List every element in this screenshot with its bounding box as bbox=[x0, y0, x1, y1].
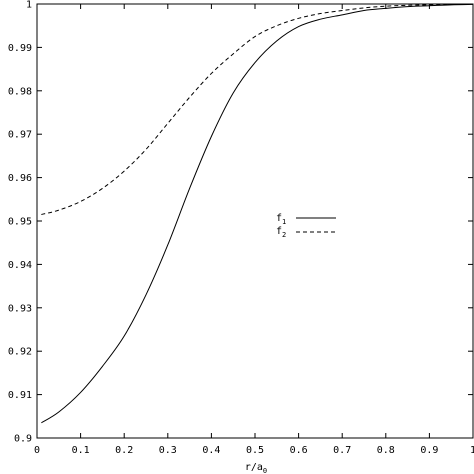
legend-label-f1-base: f bbox=[276, 213, 282, 224]
legend-label-f2-base: f bbox=[276, 226, 282, 237]
series-line-f2 bbox=[41, 3, 474, 215]
x-tick-label: 0 bbox=[34, 445, 40, 456]
series-line-f1 bbox=[41, 3, 474, 424]
series-layer bbox=[41, 3, 474, 424]
x-axis-label-base: r/a bbox=[245, 462, 263, 473]
y-tick-label: 0.97 bbox=[8, 130, 32, 141]
y-tick-label: 0.93 bbox=[8, 303, 32, 314]
y-tick-label: 0.99 bbox=[8, 43, 32, 54]
x-tick-label: 0.5 bbox=[246, 445, 264, 456]
y-tick-label: 0.98 bbox=[8, 86, 32, 97]
x-tick-label: 0.9 bbox=[420, 445, 438, 456]
y-tick-label: 1 bbox=[26, 0, 32, 11]
y-tick-label: 0.91 bbox=[8, 390, 32, 401]
x-tick-label: 0.1 bbox=[72, 445, 90, 456]
y-tick-label: 0.95 bbox=[8, 217, 32, 228]
legend-label-f1: f1 bbox=[276, 213, 286, 226]
y-tick-label: 0.92 bbox=[8, 347, 32, 358]
y-tick-label: 0.9 bbox=[14, 434, 32, 445]
ticks: 0 0.1 0.2 0.3 0.4 0.5 0.6 0.7 0.8 0.9 10.90.910.92… bbox=[8, 0, 474, 456]
x-tick-label: 0.2 bbox=[115, 445, 133, 456]
x-axis-label: r/a0 bbox=[245, 462, 267, 474]
legend: f1 f2 bbox=[276, 213, 336, 239]
y-tick-label: 0.94 bbox=[8, 260, 32, 271]
legend-label-f2-sub: 2 bbox=[282, 231, 286, 239]
legend-label-f1-sub: 1 bbox=[282, 218, 286, 226]
legend-label-f2: f2 bbox=[276, 226, 286, 239]
x-tick-label: 0.6 bbox=[290, 445, 308, 456]
x-tick-label: 0.7 bbox=[333, 445, 351, 456]
x-axis-label-sub: 0 bbox=[263, 467, 267, 474]
x-tick-label: 0.3 bbox=[159, 445, 177, 456]
x-tick-label: 0.4 bbox=[202, 445, 220, 456]
y-tick-label: 0.96 bbox=[8, 173, 32, 184]
x-tick-label: 0.8 bbox=[377, 445, 395, 456]
x-tick-label: 1 bbox=[470, 445, 474, 456]
